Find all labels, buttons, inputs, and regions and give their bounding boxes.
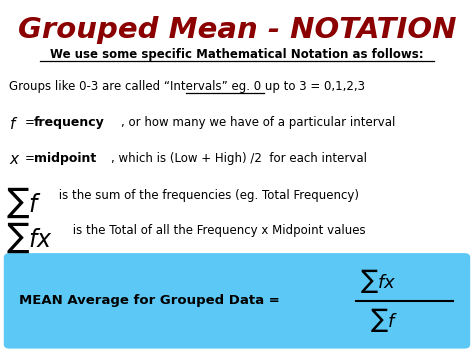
Text: $\sum fx$: $\sum fx$ [6, 221, 53, 255]
Text: , which is (Low + High) /2  for each interval: , which is (Low + High) /2 for each inte… [111, 152, 367, 165]
Text: $x$: $x$ [9, 152, 20, 166]
FancyBboxPatch shape [4, 253, 470, 349]
Text: =: = [25, 116, 38, 130]
Text: MEAN Average for Grouped Data =: MEAN Average for Grouped Data = [19, 294, 280, 307]
Text: is the sum of the frequencies (eg. Total Frequency): is the sum of the frequencies (eg. Total… [55, 189, 358, 202]
Text: Groups like 0-3 are called “Intervals” eg. 0 up to 3 = 0,1,2,3: Groups like 0-3 are called “Intervals” e… [9, 80, 365, 93]
Text: frequency: frequency [34, 116, 105, 130]
Text: We use some specific Mathematical Notation as follows:: We use some specific Mathematical Notati… [50, 48, 424, 61]
Text: , or how many we have of a particular interval: , or how many we have of a particular in… [121, 116, 395, 130]
Text: is the Total of all the Frequency x Midpoint values: is the Total of all the Frequency x Midp… [69, 224, 365, 237]
Text: $\sum f$: $\sum f$ [6, 185, 42, 220]
Text: $\sum fx$: $\sum fx$ [360, 267, 397, 295]
Text: Grouped Mean - NOTATION: Grouped Mean - NOTATION [18, 16, 456, 44]
Text: $\sum f$: $\sum f$ [370, 306, 398, 334]
Text: =: = [25, 152, 38, 165]
Text: midpoint: midpoint [34, 152, 96, 165]
Text: $f$: $f$ [9, 116, 18, 132]
